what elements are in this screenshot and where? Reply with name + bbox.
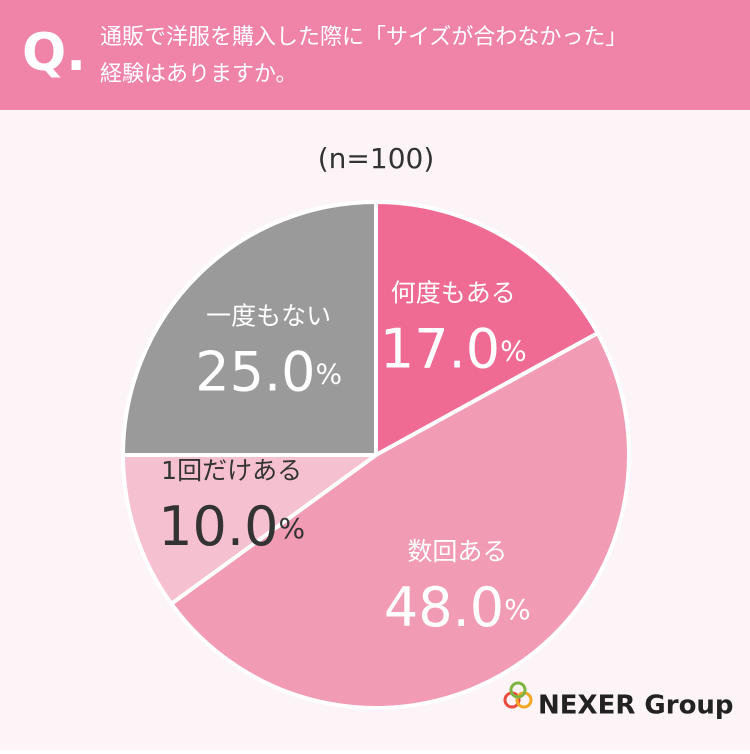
slice-value: 48.0% (384, 576, 531, 639)
pie (121, 200, 631, 710)
logo-ring (509, 681, 527, 699)
logo: NEXER Group (503, 681, 734, 721)
logo-text: NEXER Group (538, 691, 734, 721)
slice-value: 25.0% (195, 340, 342, 403)
q-mark: Q. (22, 23, 86, 83)
slice-category: 1回だけある (161, 456, 302, 485)
slice-category: 数回ある (407, 537, 507, 566)
pie-slice (169, 331, 631, 710)
slice-category: 一度もない (206, 302, 331, 331)
pie-slice (374, 200, 600, 457)
pie-slice (121, 200, 378, 457)
slice-value: 10.0% (158, 495, 305, 558)
subtitle: (n=100) (318, 142, 435, 175)
slice-category: 何度もある (391, 278, 516, 307)
slice-value: 17.0% (380, 317, 527, 380)
question-line: 経験はありますか。 (100, 62, 298, 87)
header-band (0, 0, 750, 110)
question-line: 通販で洋服を購入した際に「サイズが合わなかった」 (100, 25, 627, 50)
pie-slice (121, 453, 378, 606)
